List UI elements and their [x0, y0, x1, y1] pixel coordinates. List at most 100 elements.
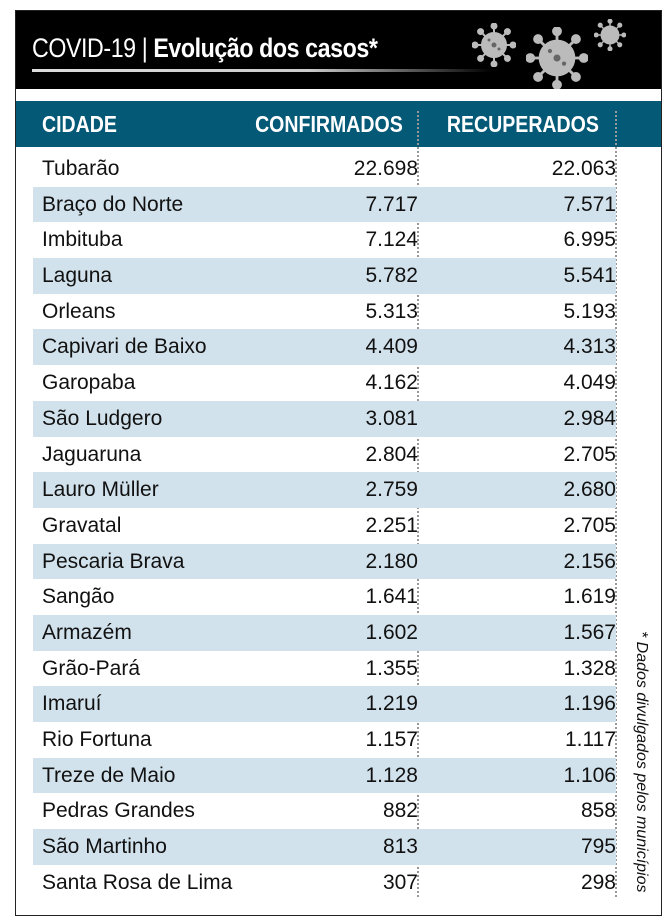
table-row: Capivari de Baixo 4.409 4.313 [33, 329, 616, 366]
table-row: Sangão 1.641 1.619 [33, 579, 616, 615]
table-row: Pedras Grandes 882 858 [33, 793, 616, 829]
title-prefix: COVID-19 [32, 33, 136, 63]
virus-icon [594, 19, 626, 51]
table-row: Treze de Maio 1.128 1.106 [33, 757, 616, 794]
table-row: Grão-Pará 1.355 1.328 [33, 651, 616, 687]
footnote-text: * Dados divulgados pelos municípios [633, 631, 650, 893]
city-cell: Rio Fortuna [42, 728, 152, 751]
recovered-cell: 5.541 [563, 264, 616, 288]
recovered-cell: 2.705 [563, 442, 616, 466]
table-row: Gravatal 2.251 2.705 [33, 508, 616, 544]
table-row: Rio Fortuna 1.157 1.117 [33, 722, 616, 758]
table-row: Imaruí 1.219 1.196 [33, 686, 616, 722]
confirmed-cell: 2.180 [365, 549, 418, 573]
city-cell: Pescaria Brava [42, 549, 185, 573]
confirmed-cell: 2.759 [365, 478, 418, 502]
table-row: Pescaria Brava 2.180 2.156 [33, 543, 616, 580]
recovered-cell: 858 [580, 799, 616, 823]
table-row: São Ludgero 3.081 2.984 [33, 400, 616, 437]
table-row: Lauro Müller 2.759 2.680 [33, 472, 616, 508]
confirmed-cell: 1.602 [365, 620, 418, 644]
recovered-cell: 4.313 [563, 335, 616, 359]
city-cell: Pedras Grandes [42, 799, 195, 823]
recovered-cell: 795 [580, 835, 616, 859]
title-underline [32, 69, 492, 72]
recovered-cell: 1.328 [563, 656, 616, 680]
city-cell: Treze de Maio [42, 763, 176, 787]
recovered-cell: 1.567 [563, 620, 616, 644]
confirmed-cell: 7.717 [365, 192, 418, 216]
city-cell: Braço do Norte [42, 192, 184, 216]
page-title: COVID-19 | Evolução dos casos* [32, 33, 378, 64]
footnote: * Dados divulgados pelos municípios [628, 631, 658, 901]
city-cell: São Martinho [42, 835, 167, 859]
city-cell: Sangão [42, 585, 115, 609]
table-row: Jaguaruna 2.804 2.705 [33, 437, 616, 473]
infographic-card: COVID-19 | Evolução dos casos* CIDADE CO… [15, 10, 662, 916]
recovered-cell: 6.995 [563, 228, 616, 252]
table-row: Laguna 5.782 5.541 [33, 258, 616, 294]
city-cell: Armazém [42, 620, 132, 644]
table-row: Braço do Norte 7.717 7.571 [33, 186, 616, 223]
recovered-cell: 1.106 [563, 763, 616, 787]
confirmed-cell: 5.782 [365, 264, 418, 288]
table-body: Tubarão 22.698 22.063 Braço do Norte 7.717 7.… [33, 151, 616, 900]
confirmed-cell: 1.128 [365, 763, 418, 787]
column-header-city: CIDADE [42, 111, 117, 137]
table-row: Orleans 5.313 5.193 [33, 294, 616, 330]
city-cell: Jaguaruna [42, 442, 142, 466]
table-header: CIDADE CONFIRMADOS RECUPERADOS [16, 101, 661, 147]
virus-icon [472, 23, 516, 67]
confirmed-cell: 4.162 [365, 371, 418, 395]
recovered-cell: 2.984 [563, 406, 616, 430]
confirmed-cell: 1.355 [365, 656, 418, 680]
table-row: Santa Rosa de Lima 307 298 [33, 865, 616, 901]
table-row: Tubarão 22.698 22.063 [33, 151, 616, 187]
confirmed-cell: 813 [382, 835, 418, 859]
confirmed-cell: 4.409 [365, 335, 418, 359]
city-cell: Imaruí [42, 692, 102, 716]
confirmed-cell: 2.251 [365, 513, 418, 537]
column-divider [615, 111, 617, 897]
title-main: Evolução dos casos* [153, 33, 378, 63]
confirmed-cell: 7.124 [365, 228, 418, 252]
column-header-recovered: RECUPERADOS [446, 111, 599, 137]
recovered-cell: 2.680 [563, 478, 616, 502]
recovered-cell: 5.193 [563, 299, 616, 323]
table-row: Armazém 1.602 1.567 [33, 614, 616, 651]
recovered-cell: 4.049 [563, 371, 616, 395]
recovered-cell: 7.571 [563, 192, 616, 216]
confirmed-cell: 307 [382, 870, 418, 894]
city-cell: Gravatal [42, 513, 122, 537]
recovered-cell: 1.196 [563, 692, 616, 716]
confirmed-cell: 1.219 [365, 692, 418, 716]
confirmed-cell: 882 [382, 799, 418, 823]
confirmed-cell: 2.804 [365, 442, 418, 466]
confirmed-cell: 1.641 [365, 585, 418, 609]
city-cell: São Ludgero [42, 406, 163, 430]
recovered-cell: 1.117 [565, 728, 616, 751]
city-cell: Santa Rosa de Lima [42, 870, 233, 894]
city-cell: Tubarão [42, 157, 120, 180]
confirmed-cell: 22.698 [353, 157, 418, 180]
confirmed-cell: 5.313 [365, 299, 418, 323]
city-cell: Garopaba [42, 371, 136, 395]
city-cell: Lauro Müller [42, 478, 159, 502]
title-separator: | [141, 33, 148, 63]
column-header-confirmed: CONFIRMADOS [255, 111, 403, 137]
recovered-cell: 22.063 [551, 157, 616, 180]
city-cell: Capivari de Baixo [42, 335, 207, 359]
recovered-cell: 298 [580, 870, 616, 894]
title-banner: COVID-19 | Evolução dos casos* [16, 11, 661, 89]
city-cell: Laguna [42, 264, 113, 288]
table-row: Imbituba 7.124 6.995 [33, 222, 616, 258]
city-cell: Grão-Pará [42, 656, 141, 680]
table-row: Garopaba 4.162 4.049 [33, 365, 616, 401]
virus-icon [526, 27, 588, 89]
recovered-cell: 2.705 [563, 513, 616, 537]
recovered-cell: 1.619 [563, 585, 616, 609]
city-cell: Orleans [42, 299, 116, 323]
city-cell: Imbituba [42, 228, 123, 252]
confirmed-cell: 1.157 [365, 728, 418, 751]
table-row: São Martinho 813 795 [33, 829, 616, 865]
